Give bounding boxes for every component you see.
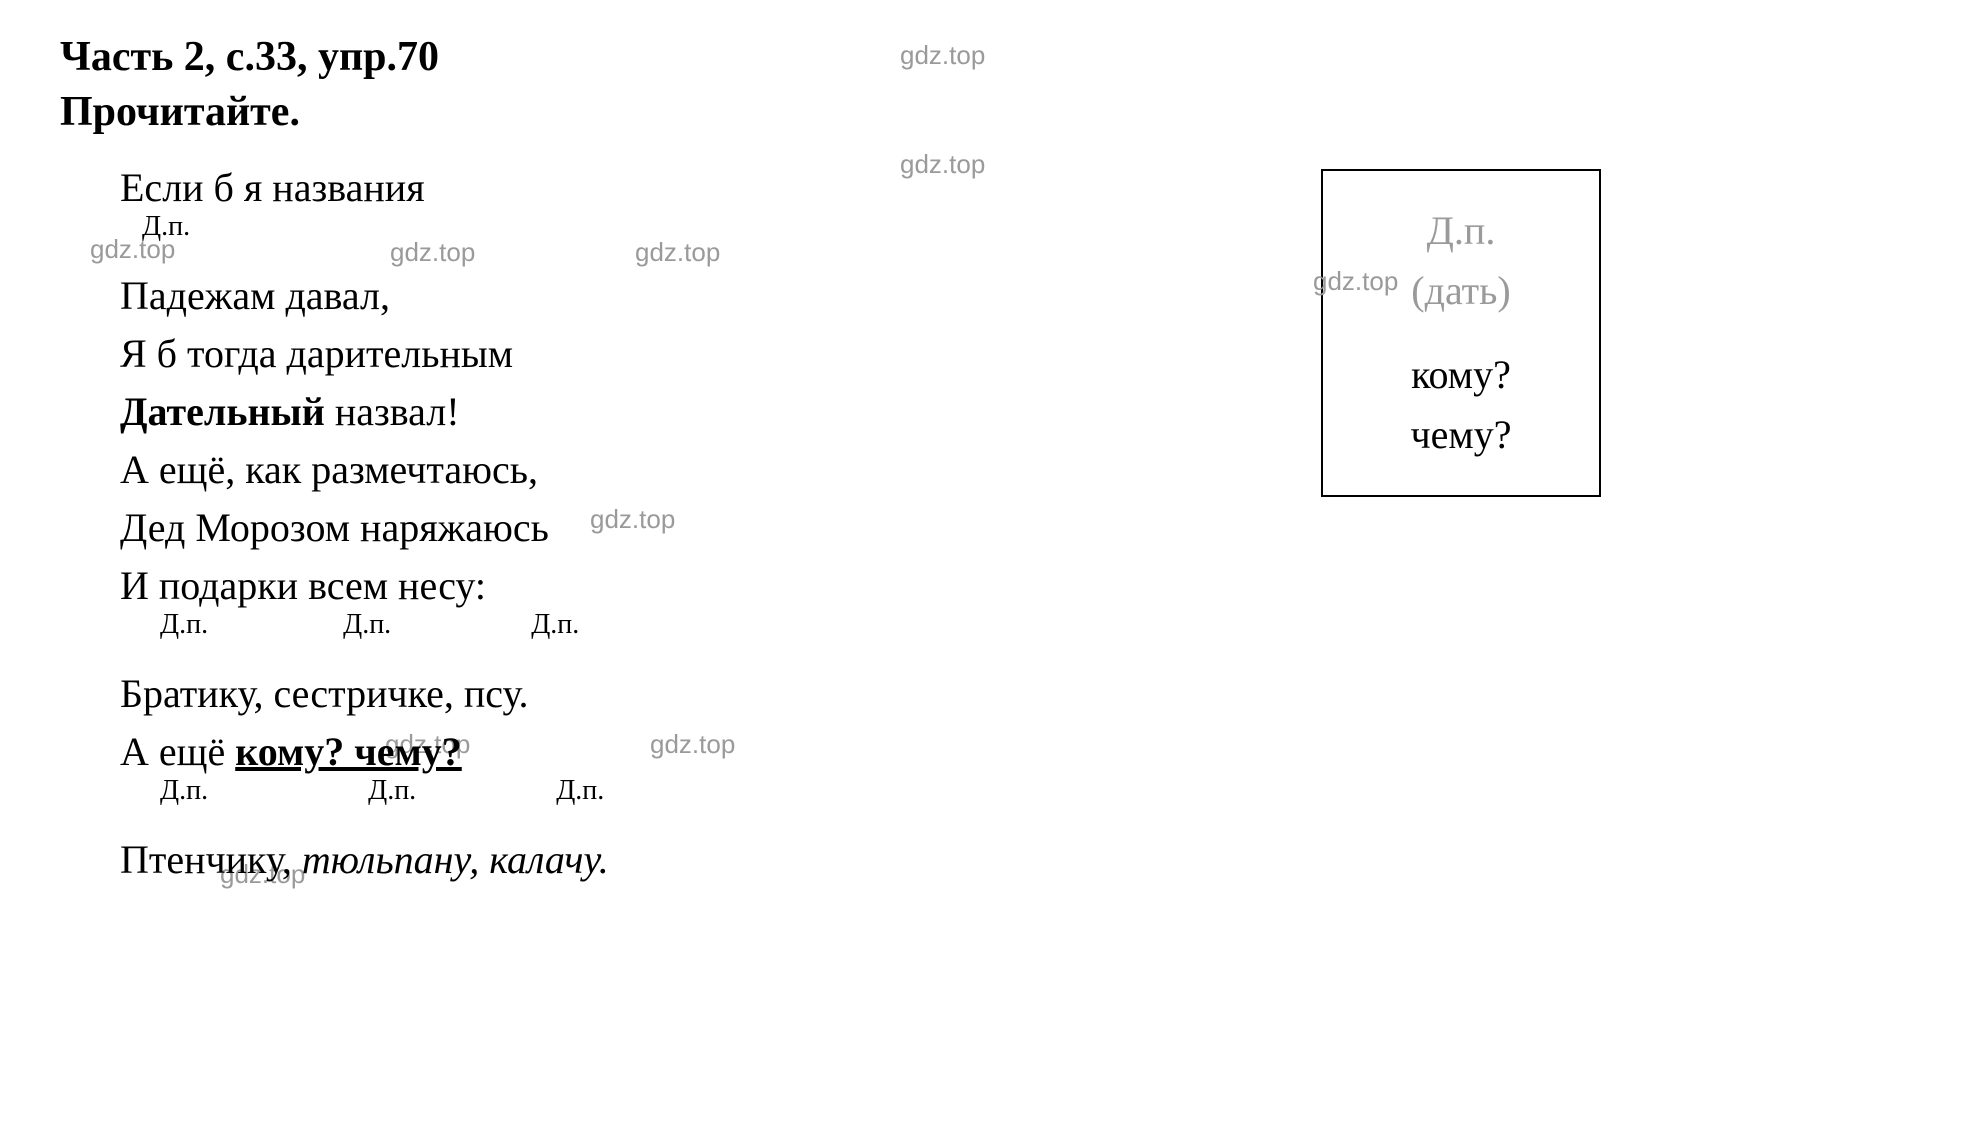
case-annotation: Д.п. — [120, 213, 1261, 241]
header-line-2: Прочитайте. — [60, 85, 1901, 140]
poem-line: Я б тогда дарительным — [120, 325, 1261, 383]
case-abbrev: Д.п. — [1363, 201, 1559, 261]
case-annotation: Д.п. — [160, 777, 208, 805]
poem-line: Птенчику, тюльпану, калачу. — [120, 831, 1261, 889]
poem-line: А ещё, как размечтаюсь, — [120, 441, 1261, 499]
case-verb: (дать) — [1363, 261, 1559, 321]
content-wrapper: gdz.topgdz.topgdz.topgdz.topgdz.topgdz.t… — [60, 159, 1901, 889]
case-annotation: Д.п. — [531, 611, 579, 639]
case-question-1: кому? — [1363, 345, 1559, 405]
case-annotation-row: Д.п. Д.п. Д.п. — [120, 777, 1261, 805]
header-line-1: Часть 2, с.33, упр.70 — [60, 30, 1901, 85]
poem-line: И подарки всем несу: — [120, 557, 1261, 615]
case-annotation: Д.п. — [343, 611, 391, 639]
poem-line: Братику, сестричке, псу. — [120, 665, 1261, 723]
poem-line: Падежам давал, — [120, 267, 1261, 325]
poem-column: Если б я названияД.п.Падежам давал,Я б т… — [120, 159, 1261, 889]
case-annotation: Д.п. — [556, 777, 604, 805]
case-question-2: чему? — [1363, 405, 1559, 465]
poem-line: Если б я названия — [120, 159, 1261, 217]
poem-line: Дед Морозом наряжаюсь — [120, 499, 1261, 557]
poem-line: А ещё кому? чему? — [120, 723, 1261, 781]
case-annotation: Д.п. — [368, 777, 416, 805]
case-annotation: Д.п. — [160, 611, 208, 639]
case-annotation-row: Д.п. Д.п. Д.п. — [120, 611, 1261, 639]
grammar-info-box: gdz.top Д.п. (дать) кому? чему? — [1321, 169, 1601, 497]
page-header: Часть 2, с.33, упр.70 Прочитайте. — [60, 30, 1901, 139]
poem-line: Дательный назвал! — [120, 383, 1261, 441]
